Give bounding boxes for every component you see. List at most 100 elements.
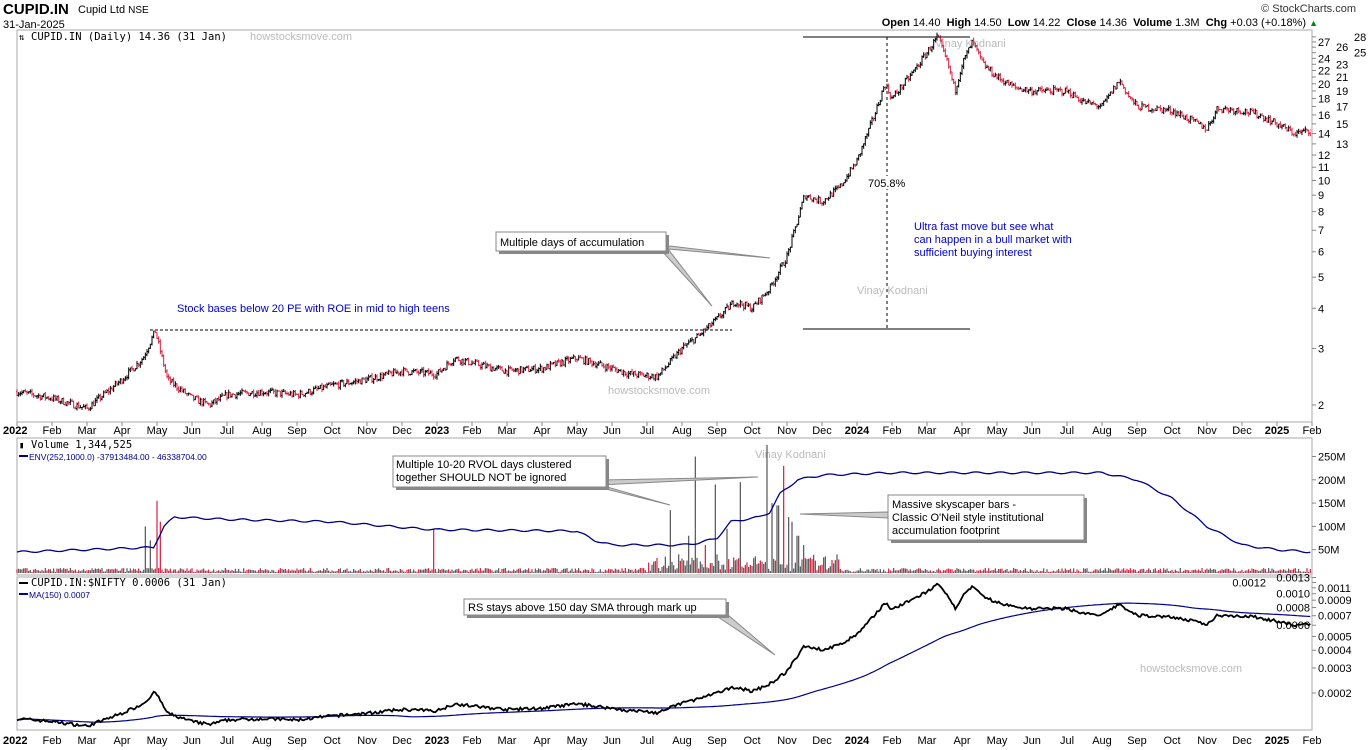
x-tick-label-rs: Jul	[220, 735, 234, 747]
volume-bar	[289, 570, 291, 573]
volume-bar	[1109, 569, 1111, 573]
volume-bar	[1118, 568, 1120, 573]
volume-bar	[1084, 568, 1086, 573]
volume-bar	[646, 572, 648, 573]
price-bar	[759, 297, 762, 305]
price-bar	[37, 393, 40, 399]
price-bar	[96, 395, 98, 404]
volume-bar	[406, 569, 408, 573]
x-tick-label-rs: Apr	[953, 735, 970, 747]
volume-bar	[143, 569, 145, 573]
volume-bar	[419, 569, 421, 573]
volume-bar	[498, 568, 500, 573]
price-bar	[21, 390, 23, 396]
volume-bar	[836, 554, 838, 573]
volume-bar	[696, 557, 698, 573]
volume-bar	[598, 571, 600, 573]
volume-bar	[478, 570, 480, 573]
price-bar	[127, 367, 130, 380]
volume-bar	[934, 571, 936, 573]
volume-bar	[868, 569, 870, 573]
volume-bar	[274, 572, 276, 573]
volume-bar	[1223, 569, 1225, 573]
price-bar	[719, 312, 722, 319]
volume-bar	[1011, 570, 1013, 573]
price-bar	[152, 330, 155, 339]
volume-bar	[393, 570, 395, 573]
volume-bar	[539, 569, 541, 573]
volume-bar	[181, 568, 183, 573]
price-bar	[379, 372, 382, 382]
volume-bar	[688, 535, 690, 573]
stockcharts-credit[interactable]: © StockCharts.com	[1261, 3, 1356, 15]
volume-bar	[614, 568, 616, 573]
volume-bar	[613, 570, 615, 573]
volume-bar	[543, 570, 545, 573]
price-bar	[1002, 78, 1005, 86]
price-bar	[887, 83, 890, 94]
volume-bar	[509, 571, 511, 573]
volume-bar	[721, 564, 723, 573]
price-bar	[786, 251, 788, 264]
volume-bar	[1159, 568, 1161, 573]
price-bar	[999, 72, 1002, 82]
volume-bar	[564, 568, 566, 573]
volume-bar	[411, 571, 413, 573]
x-tick-label-rs: Nov	[777, 735, 797, 747]
callout-accumulation: Multiple days of accumulation	[495, 231, 771, 307]
volume-bar	[1273, 569, 1275, 573]
price-bar	[1274, 118, 1277, 126]
volume-bar	[431, 569, 433, 573]
volume-bar	[976, 570, 978, 573]
volume-bar	[389, 570, 391, 573]
volume-bar	[494, 570, 496, 573]
price-bar	[916, 63, 918, 70]
volume-bar	[871, 568, 873, 573]
volume-bar	[1209, 568, 1211, 573]
price-bar	[446, 360, 448, 371]
volume-bar	[243, 568, 245, 573]
x-tick-label-price: Apr	[533, 425, 550, 437]
volume-bar	[881, 571, 883, 573]
price-bar	[1151, 108, 1153, 114]
volume-bar	[114, 568, 116, 573]
volume-bar	[1251, 568, 1253, 573]
volume-bar	[864, 571, 866, 573]
volume-bar	[371, 570, 373, 573]
price-bar	[1081, 97, 1083, 105]
x-tick-label-price: Sep	[287, 425, 307, 437]
volume-bar	[1233, 568, 1235, 573]
volume-bar	[178, 570, 180, 573]
price-bar	[464, 358, 467, 366]
price-bar	[857, 154, 860, 161]
price-axis-label: 7	[1318, 225, 1324, 237]
volume-bar	[1036, 569, 1038, 573]
volume-bar	[1301, 572, 1303, 573]
volume-bar	[489, 569, 491, 573]
volume-bar	[519, 568, 521, 573]
rs-axis-label: 0.0011	[1318, 583, 1351, 595]
price-axis-label: 21	[1336, 72, 1348, 84]
volume-bar	[516, 569, 518, 573]
volume-bar	[508, 570, 510, 573]
volume-bar	[548, 568, 550, 573]
price-bar	[211, 400, 213, 407]
price-bar	[832, 187, 835, 197]
volume-bar	[734, 560, 736, 573]
volume-bar	[534, 568, 536, 573]
volume-bar	[698, 568, 700, 573]
price-bar	[117, 380, 120, 386]
price-bar	[1207, 121, 1210, 131]
volume-bar	[44, 568, 46, 573]
price-bar	[436, 371, 438, 380]
price-bar	[427, 368, 430, 376]
volume-bar	[459, 571, 461, 573]
volume-bar	[1053, 570, 1055, 573]
volume-bar	[1099, 568, 1101, 573]
volume-bar	[1083, 568, 1085, 573]
volume-bar	[136, 570, 138, 573]
volume-bar	[783, 465, 785, 573]
volume-bar	[824, 556, 826, 573]
x-tick-label-price: Jun	[183, 425, 201, 437]
price-bar	[437, 368, 440, 376]
